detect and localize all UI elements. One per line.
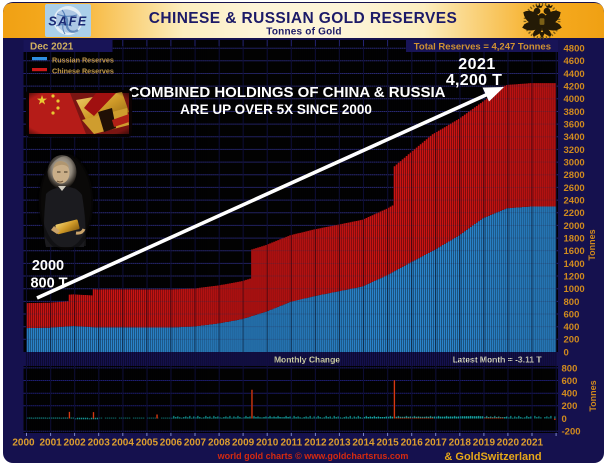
- svg-text:2012: 2012: [304, 438, 327, 449]
- svg-text:0: 0: [564, 347, 569, 358]
- svg-text:600: 600: [562, 376, 578, 387]
- svg-text:2000: 2000: [32, 258, 64, 274]
- svg-text:Total Reserves = 4,247 Tonnes: Total Reserves = 4,247 Tonnes: [414, 42, 551, 53]
- svg-text:800: 800: [562, 363, 578, 374]
- svg-text:1400: 1400: [564, 259, 585, 270]
- svg-text:3400: 3400: [564, 132, 585, 143]
- svg-text:2007: 2007: [184, 438, 207, 449]
- svg-text:2020: 2020: [497, 438, 520, 449]
- svg-text:world gold charts © www.goldch: world gold charts © www.goldchartsrus.co…: [217, 451, 409, 461]
- svg-text:200: 200: [564, 335, 580, 346]
- svg-text:2018: 2018: [449, 438, 472, 449]
- svg-text:400: 400: [564, 322, 580, 333]
- svg-text:0: 0: [562, 414, 567, 425]
- svg-text:400: 400: [562, 389, 578, 400]
- svg-text:1200: 1200: [564, 271, 585, 282]
- svg-text:4,200 T: 4,200 T: [446, 72, 502, 89]
- svg-text:2400: 2400: [564, 196, 585, 207]
- svg-text:2002: 2002: [63, 438, 86, 449]
- svg-text:1600: 1600: [564, 246, 585, 257]
- svg-text:4400: 4400: [564, 69, 585, 80]
- svg-text:3000: 3000: [564, 158, 585, 169]
- svg-text:3200: 3200: [564, 145, 585, 156]
- svg-text:Tonnes of Gold: Tonnes of Gold: [266, 27, 341, 38]
- svg-text:2000: 2000: [564, 221, 585, 232]
- svg-text:2001: 2001: [39, 438, 62, 449]
- svg-text:2003: 2003: [88, 438, 111, 449]
- svg-text:2021: 2021: [521, 438, 544, 449]
- svg-text:2010: 2010: [256, 438, 279, 449]
- svg-text:Dec 2021: Dec 2021: [30, 42, 74, 53]
- svg-text:4000: 4000: [564, 94, 585, 105]
- svg-text:2016: 2016: [401, 438, 424, 449]
- svg-text:2005: 2005: [136, 438, 159, 449]
- svg-text:2004: 2004: [112, 438, 135, 449]
- svg-text:600: 600: [564, 309, 580, 320]
- svg-text:3600: 3600: [564, 120, 585, 131]
- svg-text:2014: 2014: [352, 438, 375, 449]
- svg-text:Russian Reserves: Russian Reserves: [52, 56, 114, 65]
- svg-text:2006: 2006: [160, 438, 183, 449]
- svg-text:CHINESE & RUSSIAN GOLD RESERVE: CHINESE & RUSSIAN GOLD RESERVES: [149, 10, 457, 27]
- svg-text:2008: 2008: [208, 438, 231, 449]
- svg-text:4200: 4200: [564, 82, 585, 93]
- svg-text:-200: -200: [562, 427, 581, 438]
- svg-text:& GoldSwitzerland: & GoldSwitzerland: [444, 451, 541, 463]
- svg-text:1000: 1000: [564, 284, 585, 295]
- svg-text:4600: 4600: [564, 56, 585, 67]
- svg-text:ARE UP OVER 5X SINCE 2000: ARE UP OVER 5X SINCE 2000: [180, 102, 372, 117]
- svg-text:SAFE: SAFE: [48, 15, 87, 29]
- svg-text:COMBINED HOLDINGS OF CHINA & R: COMBINED HOLDINGS OF CHINA & RUSSIA: [129, 84, 446, 101]
- svg-text:1800: 1800: [564, 234, 585, 245]
- svg-text:Tonnes: Tonnes: [587, 229, 597, 260]
- svg-text:2009: 2009: [232, 438, 255, 449]
- svg-text:800: 800: [564, 297, 580, 308]
- svg-text:2017: 2017: [425, 438, 448, 449]
- svg-text:2600: 2600: [564, 183, 585, 194]
- svg-text:Chinese Reserves: Chinese Reserves: [52, 67, 114, 76]
- svg-text:2019: 2019: [473, 438, 496, 449]
- svg-text:2021: 2021: [458, 56, 496, 73]
- svg-text:2800: 2800: [564, 170, 585, 181]
- svg-text:2013: 2013: [328, 438, 351, 449]
- svg-text:2000: 2000: [12, 438, 35, 449]
- svg-text:2011: 2011: [280, 438, 302, 449]
- svg-text:2200: 2200: [564, 208, 585, 219]
- svg-text:800 T: 800 T: [30, 276, 67, 292]
- svg-text:3800: 3800: [564, 107, 585, 118]
- svg-text:200: 200: [562, 401, 578, 412]
- svg-text:Tonnes: Tonnes: [588, 380, 598, 411]
- svg-text:4800: 4800: [564, 44, 585, 55]
- svg-text:2015: 2015: [376, 438, 399, 449]
